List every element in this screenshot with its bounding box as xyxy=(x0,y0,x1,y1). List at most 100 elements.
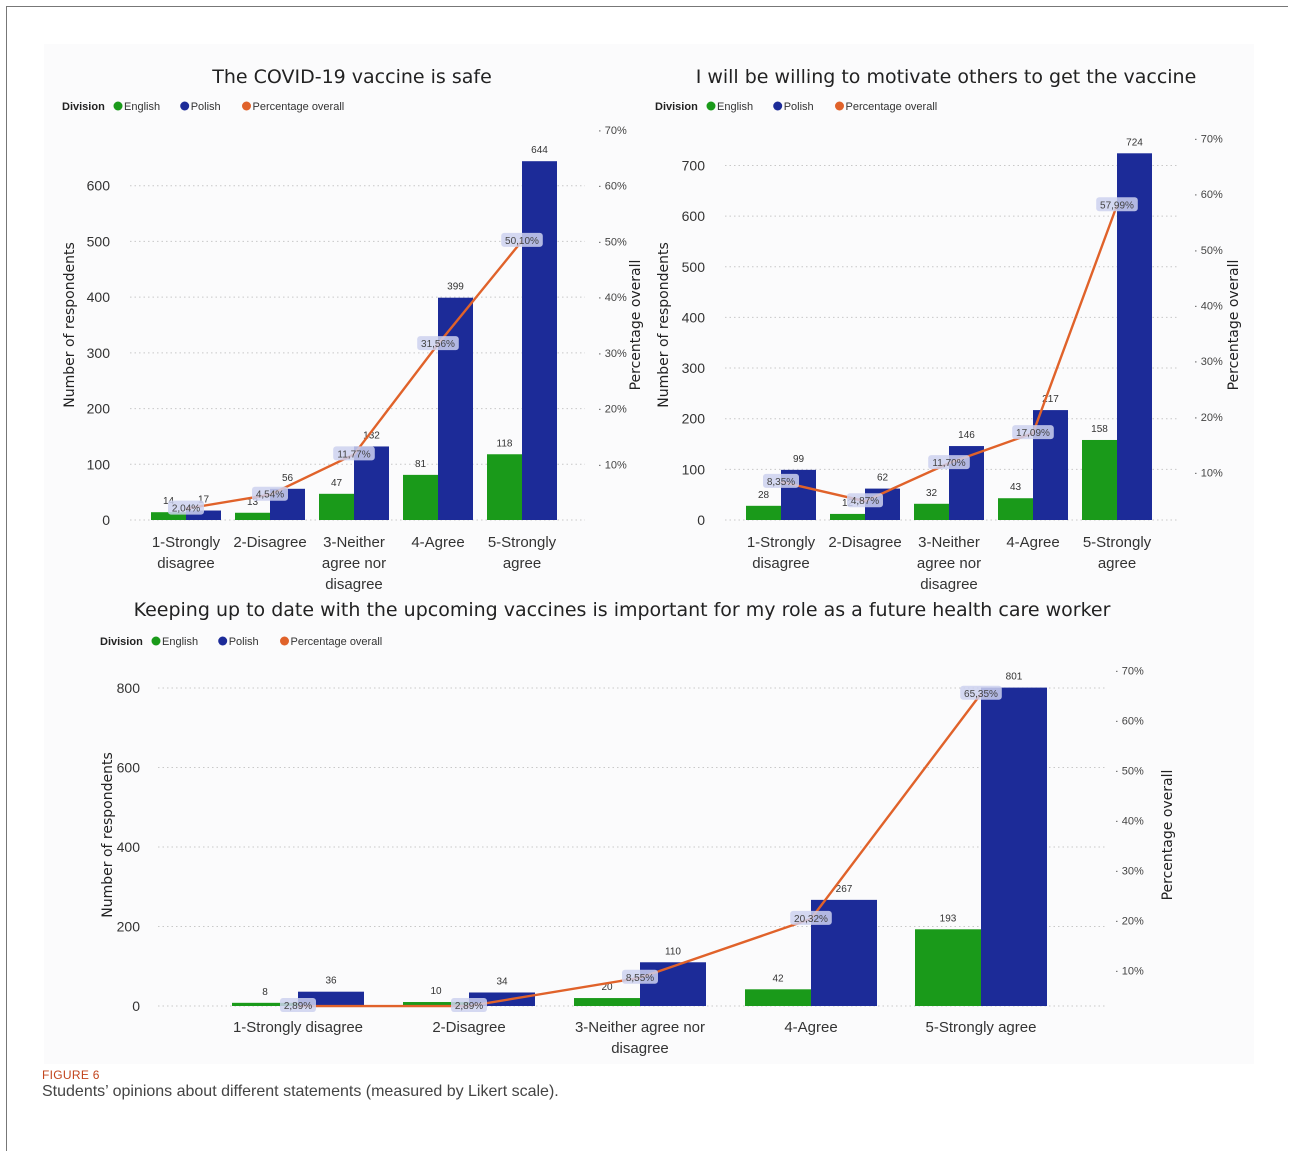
y-tick-label: 0 xyxy=(697,512,705,528)
bar-english xyxy=(487,454,522,520)
category-label: disagree xyxy=(325,576,383,593)
data-label-polish: 62 xyxy=(877,473,889,484)
category-label: 1-Strongly xyxy=(747,534,816,551)
y2-tick-label: · 70% xyxy=(1115,666,1144,678)
category-label: 2-Disagree xyxy=(432,1019,505,1036)
percentage-label: 2,89% xyxy=(455,1001,483,1012)
y2-tick-label: · 60% xyxy=(1194,189,1223,201)
data-label-english: 158 xyxy=(1091,424,1108,435)
legend-dot-english xyxy=(706,101,716,111)
bar-english xyxy=(914,503,949,520)
category-label: 5-Strongly xyxy=(488,534,557,551)
legend-item: Polish xyxy=(229,636,259,648)
legend: Division English Polish Percentage overall xyxy=(62,101,344,113)
y2-tick-label: · 20% xyxy=(1115,916,1144,928)
percentage-label-bg xyxy=(417,336,459,351)
bar-english xyxy=(745,989,811,1006)
data-label-english: 10 xyxy=(430,986,442,997)
percentage-label-bg xyxy=(168,500,204,515)
percentage-label-bg xyxy=(763,473,799,488)
data-label-polish: 146 xyxy=(958,430,975,441)
legend-dot-percentage-overall xyxy=(242,101,251,111)
y-tick-label: 200 xyxy=(87,401,111,417)
legend-dot-polish xyxy=(218,636,228,646)
bar-polish xyxy=(1117,153,1152,520)
data-label-polish: 267 xyxy=(836,884,853,895)
y2-tick-label: · 50% xyxy=(598,236,627,248)
legend-title: Division xyxy=(62,101,105,113)
legend-dot-polish xyxy=(180,101,190,111)
category-label: 3-Neither xyxy=(323,534,385,551)
data-label-polish: 399 xyxy=(447,282,464,293)
data-label-polish: 99 xyxy=(793,454,805,465)
bar-english xyxy=(915,929,981,1006)
chart-2: I will be willing to motivate others to … xyxy=(655,66,1242,593)
y2-tick-label: · 10% xyxy=(598,459,627,471)
percentage-label-bg xyxy=(333,446,375,461)
data-label-polish: 36 xyxy=(325,976,337,987)
y2-tick-label: · 70% xyxy=(1194,133,1223,145)
percentage-label-bg xyxy=(1096,197,1138,212)
data-label-english: 81 xyxy=(415,459,427,470)
category-label: agree xyxy=(503,555,541,572)
y-tick-label: 0 xyxy=(102,512,110,528)
chart-title: The COVID-19 vaccine is safe xyxy=(211,66,492,88)
y-tick-label: 100 xyxy=(87,456,111,472)
y-axis-label: Number of respondents xyxy=(100,752,116,917)
data-label-english: 13 xyxy=(247,497,259,508)
y-tick-label: 600 xyxy=(117,760,141,776)
legend-title: Division xyxy=(100,636,143,648)
data-label-english: 28 xyxy=(758,490,770,501)
bar-english xyxy=(1082,439,1117,520)
percentage-label-bg xyxy=(252,486,288,501)
y2-tick-label: · 60% xyxy=(598,181,627,193)
category-label: 4-Agree xyxy=(1006,534,1059,551)
legend-dot-english xyxy=(113,101,123,111)
y2-tick-label: · 40% xyxy=(598,292,627,304)
y-tick-label: 600 xyxy=(682,208,706,224)
legend: Division English Polish Percentage overall xyxy=(100,636,382,648)
legend-item: Polish xyxy=(191,101,221,113)
percentage-label-bg xyxy=(280,998,316,1013)
bar-english xyxy=(746,505,781,520)
chart-3: Keeping up to date with the upcoming vac… xyxy=(100,599,1176,1057)
legend-item: English xyxy=(717,101,753,113)
legend-item: Polish xyxy=(784,101,814,113)
percentage-label: 8,55% xyxy=(626,973,654,984)
percentage-label: 11,70% xyxy=(932,458,965,469)
category-label: 4-Agree xyxy=(784,1019,837,1036)
category-label: disagree xyxy=(752,555,810,572)
category-label: 5-Strongly xyxy=(1083,534,1152,551)
data-label-english: 42 xyxy=(772,973,784,984)
figure-label: FIGURE 6 xyxy=(42,1068,100,1082)
category-label: disagree xyxy=(157,555,215,572)
bar-english xyxy=(319,493,354,520)
y2-tick-label: · 30% xyxy=(1194,356,1223,368)
percentage-label-bg xyxy=(790,910,832,925)
category-label: 3-Neither xyxy=(918,534,980,551)
y2-axis-label: Percentage overall xyxy=(628,260,644,391)
bar-polish xyxy=(981,687,1047,1006)
y2-tick-label: · 40% xyxy=(1115,816,1144,828)
category-label: agree xyxy=(1098,555,1136,572)
y2-tick-label: · 20% xyxy=(598,404,627,416)
data-label-polish: 34 xyxy=(496,976,508,987)
y-tick-label: 400 xyxy=(87,289,111,305)
y-tick-label: 800 xyxy=(117,680,141,696)
bar-polish xyxy=(640,962,706,1006)
percentage-label-bg xyxy=(1012,425,1054,440)
percentage-label-bg xyxy=(960,685,1002,700)
percentage-label: 20,32% xyxy=(794,914,828,925)
y-tick-label: 300 xyxy=(87,345,111,361)
y-tick-label: 0 xyxy=(132,998,140,1014)
y2-tick-label: · 40% xyxy=(1194,301,1223,313)
y-tick-label: 200 xyxy=(682,411,706,427)
percentage-label: 17,09% xyxy=(1016,428,1050,439)
percentage-label: 65,35% xyxy=(964,689,998,700)
percentage-label: 31,56% xyxy=(421,339,455,350)
data-label-polish: 132 xyxy=(363,430,380,441)
category-label: 5-Strongly agree xyxy=(926,1019,1037,1036)
bar-english xyxy=(998,498,1033,520)
data-label-polish: 724 xyxy=(1126,137,1143,148)
